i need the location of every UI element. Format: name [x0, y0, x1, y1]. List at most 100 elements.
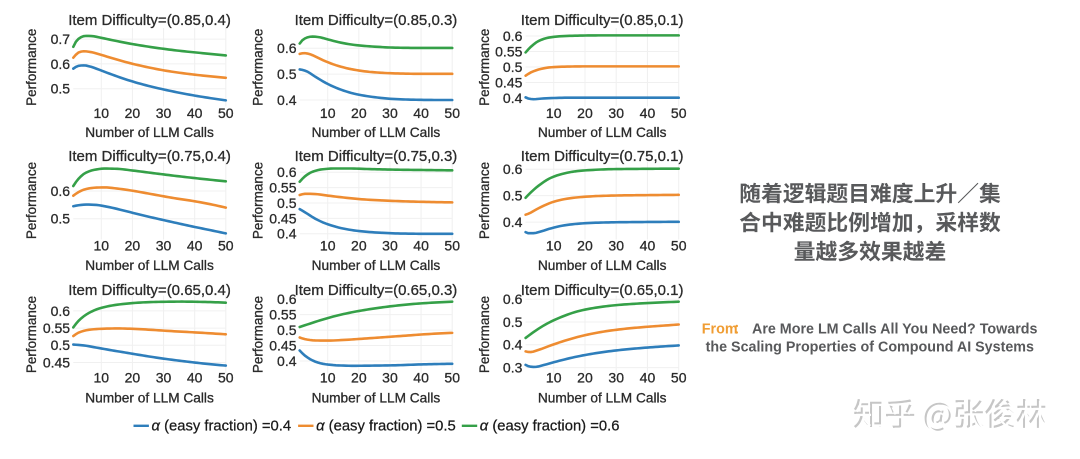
svg-text:40: 40 — [187, 237, 203, 253]
svg-text:0.5: 0.5 — [51, 211, 71, 227]
svg-text:Performance: Performance — [24, 296, 39, 373]
svg-text:0.4: 0.4 — [277, 353, 297, 369]
svg-text:Performance: Performance — [250, 162, 265, 239]
svg-text:0.55: 0.55 — [269, 307, 296, 323]
svg-text:50: 50 — [218, 370, 234, 386]
svg-text:20: 20 — [351, 105, 367, 121]
svg-text:Item Difficulty=(0.85,0.1): Item Difficulty=(0.85,0.1) — [521, 12, 684, 29]
svg-text:0.45: 0.45 — [269, 337, 296, 353]
svg-text:20: 20 — [125, 370, 141, 386]
svg-text:Item Difficulty=(0.75,0.3): Item Difficulty=(0.75,0.3) — [295, 148, 458, 165]
svg-text:10: 10 — [546, 105, 562, 121]
svg-text:0.6: 0.6 — [277, 291, 297, 307]
svg-text:50: 50 — [444, 370, 460, 386]
svg-text:30: 30 — [156, 105, 172, 121]
svg-text:50: 50 — [444, 105, 460, 121]
svg-text:20: 20 — [577, 237, 593, 253]
svg-text:Number of LLM Calls: Number of LLM Calls — [538, 125, 667, 140]
svg-text:0.4: 0.4 — [277, 92, 297, 108]
svg-text:α (easy fraction) =0.4: α (easy fraction) =0.4 — [152, 419, 292, 435]
svg-text:40: 40 — [640, 105, 656, 121]
svg-text:20: 20 — [351, 370, 367, 386]
svg-text:50: 50 — [218, 105, 234, 121]
svg-text:0.6: 0.6 — [51, 183, 71, 199]
svg-text:50: 50 — [444, 237, 460, 253]
svg-text:Number of LLM Calls: Number of LLM Calls — [85, 391, 214, 406]
svg-text:Performance: Performance — [24, 29, 39, 106]
svg-text:50: 50 — [671, 370, 687, 386]
svg-text:40: 40 — [640, 237, 656, 253]
svg-text:0.45: 0.45 — [43, 354, 70, 370]
svg-text:0.4: 0.4 — [503, 214, 523, 230]
svg-text:the Scaling Properties of Comp: the Scaling Properties of Compound AI Sy… — [706, 339, 1034, 355]
svg-text:Performance: Performance — [477, 29, 492, 106]
svg-text:Number of LLM Calls: Number of LLM Calls — [312, 258, 441, 273]
svg-text:0.6: 0.6 — [277, 40, 297, 56]
svg-text:10: 10 — [94, 370, 110, 386]
svg-text:0.7: 0.7 — [51, 31, 71, 47]
svg-text:0.4: 0.4 — [503, 90, 523, 106]
svg-text:20: 20 — [351, 237, 367, 253]
svg-text:0.55: 0.55 — [269, 180, 296, 196]
svg-text:0.5: 0.5 — [51, 337, 71, 353]
svg-text:40: 40 — [640, 370, 656, 386]
svg-text:0.6: 0.6 — [51, 303, 71, 319]
svg-text:From: From — [702, 321, 738, 337]
svg-text:0.4: 0.4 — [277, 226, 297, 242]
svg-text:50: 50 — [671, 237, 687, 253]
svg-text:0.5: 0.5 — [277, 195, 297, 211]
svg-text:20: 20 — [125, 105, 141, 121]
svg-text:Number of LLM Calls: Number of LLM Calls — [538, 391, 667, 406]
svg-text:Item Difficulty=(0.85,0.4): Item Difficulty=(0.85,0.4) — [68, 12, 231, 29]
svg-text:10: 10 — [94, 237, 110, 253]
svg-text:40: 40 — [413, 370, 429, 386]
svg-text:Item Difficulty=(0.65,0.1): Item Difficulty=(0.65,0.1) — [521, 282, 684, 299]
svg-text:Performance: Performance — [477, 162, 492, 239]
svg-text:Performance: Performance — [24, 162, 39, 239]
svg-text:0.5: 0.5 — [277, 66, 297, 82]
svg-text:40: 40 — [187, 105, 203, 121]
svg-text:Item Difficulty=(0.75,0.4): Item Difficulty=(0.75,0.4) — [68, 148, 231, 165]
svg-text:10: 10 — [320, 105, 336, 121]
svg-text:α (easy fraction) =0.6: α (easy fraction) =0.6 — [480, 419, 620, 435]
svg-text:10: 10 — [320, 370, 336, 386]
svg-text:30: 30 — [608, 370, 624, 386]
svg-text:0.6: 0.6 — [51, 56, 71, 72]
svg-text:40: 40 — [413, 105, 429, 121]
svg-text:10: 10 — [94, 105, 110, 121]
svg-text:40: 40 — [413, 237, 429, 253]
svg-text:Number of LLM Calls: Number of LLM Calls — [85, 125, 214, 140]
svg-text:0.6: 0.6 — [503, 161, 523, 177]
svg-text:Performance: Performance — [250, 296, 265, 373]
svg-text:0.55: 0.55 — [43, 320, 70, 336]
svg-text:Performance: Performance — [250, 29, 265, 106]
svg-text:30: 30 — [156, 370, 172, 386]
svg-text:0.5: 0.5 — [51, 81, 71, 97]
svg-text:0.3: 0.3 — [503, 360, 523, 376]
svg-text:30: 30 — [382, 370, 398, 386]
svg-text:：: ： — [734, 321, 747, 336]
svg-text:30: 30 — [382, 237, 398, 253]
svg-text:0.45: 0.45 — [495, 74, 522, 90]
svg-text:0.5: 0.5 — [503, 188, 523, 204]
svg-text:α (easy fraction) =0.5: α (easy fraction) =0.5 — [316, 419, 456, 435]
svg-text:Are More LM Calls All You Need: Are More LM Calls All You Need? Towards — [752, 321, 1038, 337]
svg-text:0.45: 0.45 — [269, 210, 296, 226]
svg-text:0.6: 0.6 — [503, 291, 523, 307]
svg-text:20: 20 — [577, 370, 593, 386]
svg-text:50: 50 — [218, 237, 234, 253]
svg-text:20: 20 — [577, 105, 593, 121]
svg-text:20: 20 — [125, 237, 141, 253]
svg-text:10: 10 — [320, 237, 336, 253]
svg-text:Performance: Performance — [477, 296, 492, 373]
svg-text:50: 50 — [671, 105, 687, 121]
svg-text:10: 10 — [546, 237, 562, 253]
svg-text:Item Difficulty=(0.65,0.4): Item Difficulty=(0.65,0.4) — [68, 282, 231, 299]
svg-text:Item Difficulty=(0.75,0.1): Item Difficulty=(0.75,0.1) — [521, 148, 684, 165]
svg-text:40: 40 — [187, 370, 203, 386]
svg-text:Item Difficulty=(0.65,0.3): Item Difficulty=(0.65,0.3) — [295, 282, 458, 299]
svg-text:0.4: 0.4 — [503, 337, 523, 353]
svg-text:0.55: 0.55 — [495, 43, 522, 59]
svg-text:0.6: 0.6 — [503, 28, 523, 44]
svg-text:30: 30 — [156, 237, 172, 253]
